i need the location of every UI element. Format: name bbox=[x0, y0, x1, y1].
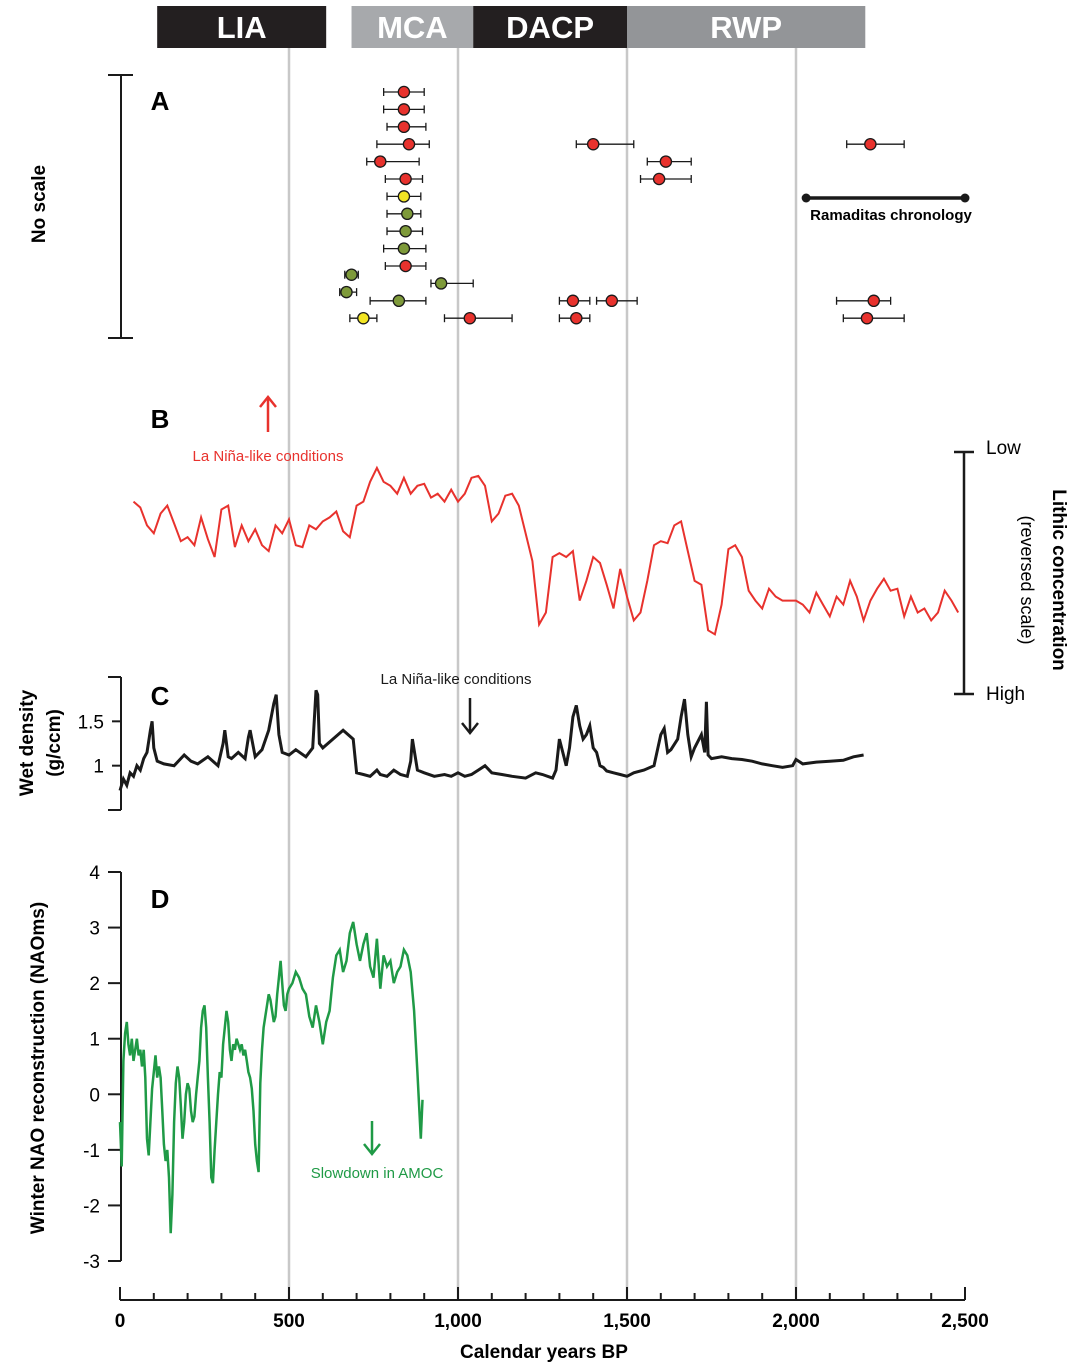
x-tick-label: 1,500 bbox=[603, 1311, 651, 1332]
date-point bbox=[340, 285, 353, 299]
arrow-down-icon bbox=[363, 1121, 381, 1157]
panel-b-ylabel: Lithic concentration bbox=[1048, 489, 1069, 671]
date-point bbox=[566, 294, 580, 308]
panel-b: B La Niña-like conditions Low High Lithi… bbox=[132, 394, 1069, 705]
panel-b-high-label: High bbox=[986, 684, 1025, 705]
date-point bbox=[374, 155, 387, 168]
reference-lines bbox=[287, 48, 798, 1300]
y-tick-label: -2 bbox=[83, 1196, 100, 1217]
date-point bbox=[397, 85, 411, 99]
ramaditas-end-dot bbox=[960, 193, 970, 203]
ramaditas-label: Ramaditas chronology bbox=[810, 207, 972, 224]
panel-c-ylabel-sub: (g/ccm) bbox=[44, 709, 65, 777]
panel-a: A No scale Ramaditas chronology bbox=[29, 74, 973, 339]
panel-label-c: C bbox=[151, 681, 170, 711]
y-tick-label: 3 bbox=[89, 919, 100, 940]
panel-d: D -3 -2 -1 0 1 2 3 4 Winter NAO reconstruction … bbox=[28, 863, 443, 1273]
y-tick-label: 1.5 bbox=[78, 712, 104, 733]
x-axis-label: Calendar years BP bbox=[460, 1342, 628, 1363]
y-tick-label: 1 bbox=[93, 757, 104, 778]
date-point bbox=[399, 172, 412, 186]
y-tick-label: 1 bbox=[89, 1030, 100, 1051]
date-point bbox=[867, 294, 880, 308]
date-point bbox=[434, 277, 448, 290]
panel-d-annotation: Slowdown in AMOC bbox=[311, 1165, 444, 1182]
panel-label-a: A bbox=[151, 86, 170, 116]
x-tick-label: 0 bbox=[115, 1311, 126, 1332]
radiocarbon-dates bbox=[339, 85, 905, 325]
y-tick-label: -3 bbox=[83, 1252, 100, 1273]
period-label: DACP bbox=[506, 10, 594, 45]
panel-label-b: B bbox=[151, 404, 170, 434]
panel-a-ylabel: No scale bbox=[29, 165, 50, 243]
panel-b-ylabel-sub: (reversed scale) bbox=[1017, 515, 1037, 644]
x-tick-label: 500 bbox=[273, 1311, 305, 1332]
y-tick-label: 0 bbox=[89, 1085, 100, 1106]
panel-b-annotation: La Niña-like conditions bbox=[193, 448, 344, 465]
date-point bbox=[392, 294, 406, 308]
date-point bbox=[357, 311, 370, 325]
y-tick-label: -1 bbox=[83, 1141, 100, 1162]
date-point bbox=[586, 137, 600, 151]
panel-b-low-label: Low bbox=[986, 438, 1021, 459]
date-point bbox=[570, 311, 583, 325]
date-point bbox=[652, 172, 666, 186]
date-point bbox=[399, 224, 412, 238]
x-tick-label: 2,000 bbox=[772, 1311, 820, 1332]
date-point bbox=[659, 155, 673, 168]
date-point bbox=[402, 137, 416, 151]
period-bar bbox=[157, 6, 327, 48]
panel-d-ylabel: Winter NAO reconstruction (NAOms) bbox=[28, 902, 49, 1234]
y-tick-label: 2 bbox=[89, 974, 100, 995]
date-point bbox=[397, 120, 411, 134]
period-bars: LIA MCA DACP RWP bbox=[157, 6, 866, 48]
date-point bbox=[397, 103, 411, 116]
arrow-down-icon bbox=[461, 698, 479, 736]
date-point bbox=[397, 242, 411, 255]
x-axis: 0 500 1,000 1,500 2,000 2,500 bbox=[115, 1287, 989, 1332]
period-bar bbox=[473, 6, 627, 48]
date-point bbox=[463, 311, 477, 325]
nao-reconstruction-line bbox=[118, 921, 424, 1234]
period-label: LIA bbox=[217, 10, 267, 45]
period-bar bbox=[351, 6, 474, 48]
period-bar bbox=[627, 6, 866, 48]
period-label: MCA bbox=[377, 10, 448, 45]
date-point bbox=[864, 137, 877, 151]
lithic-concentration-line bbox=[132, 465, 960, 636]
y-tick-label: 4 bbox=[89, 863, 100, 884]
arrow-up-icon bbox=[259, 394, 277, 432]
period-label: RWP bbox=[710, 10, 782, 45]
panel-c-annotation: La Niña-like conditions bbox=[381, 671, 532, 688]
x-tick-label: 1,000 bbox=[434, 1311, 482, 1332]
date-point bbox=[345, 268, 358, 281]
date-point bbox=[401, 207, 414, 221]
x-tick-label: 2,500 bbox=[941, 1311, 989, 1332]
ramaditas-range bbox=[801, 193, 970, 203]
panel-c-y-axis: 11.5 bbox=[78, 676, 122, 811]
panel-d-y-axis: -3 -2 -1 0 1 2 3 4 bbox=[83, 863, 122, 1273]
date-point bbox=[399, 259, 412, 273]
panel-label-d: D bbox=[151, 884, 170, 914]
date-point bbox=[397, 190, 411, 203]
panel-c: C 11.5 Wet density (g/ccm) La Niña-like … bbox=[17, 671, 864, 811]
wet-density-line bbox=[118, 689, 864, 791]
panel-c-ylabel: Wet density bbox=[17, 689, 38, 796]
date-point bbox=[860, 311, 874, 325]
ramaditas-end-dot bbox=[801, 193, 811, 203]
date-point bbox=[605, 294, 619, 308]
